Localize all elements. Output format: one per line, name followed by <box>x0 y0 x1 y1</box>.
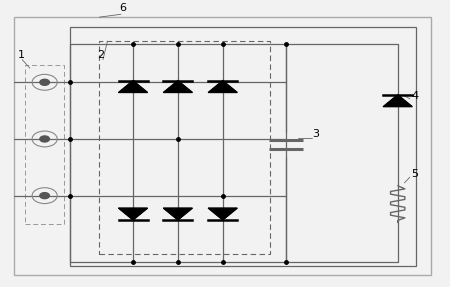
Circle shape <box>40 79 50 85</box>
Bar <box>70 27 416 266</box>
Polygon shape <box>163 208 193 220</box>
Text: 4: 4 <box>411 91 418 101</box>
Circle shape <box>40 136 50 142</box>
Text: 1: 1 <box>18 50 25 60</box>
Polygon shape <box>118 81 148 92</box>
Text: 5: 5 <box>411 169 418 179</box>
Bar <box>25 65 63 224</box>
Polygon shape <box>383 95 412 107</box>
Polygon shape <box>118 208 148 220</box>
Text: 2: 2 <box>97 50 104 60</box>
Text: 3: 3 <box>312 129 319 139</box>
Polygon shape <box>163 81 193 92</box>
Polygon shape <box>208 208 237 220</box>
Bar <box>99 41 270 254</box>
Polygon shape <box>208 81 237 92</box>
Circle shape <box>40 193 50 199</box>
Text: 6: 6 <box>120 3 126 13</box>
